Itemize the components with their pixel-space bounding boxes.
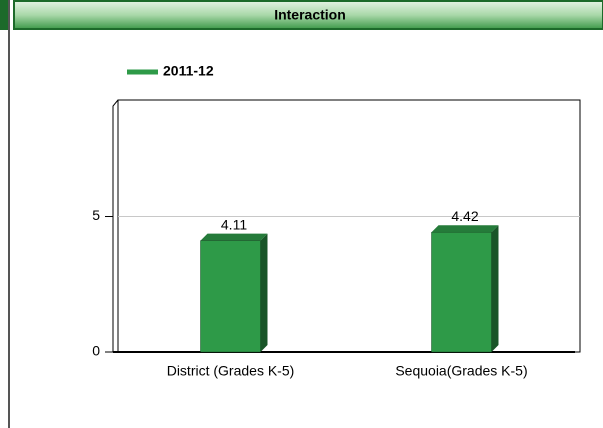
- bar-side: [491, 225, 499, 352]
- left-border: [8, 0, 10, 428]
- data-label: 4.11: [221, 216, 247, 232]
- bar-top: [431, 225, 499, 233]
- header-bar: [13, 0, 603, 30]
- x-tick-label: Sequoia(Grades K-5): [395, 363, 527, 379]
- left-header-edge: [0, 0, 10, 30]
- y-tick-label: 5: [92, 207, 100, 223]
- legend-label: 2011-12: [163, 63, 214, 79]
- plot-depth: [112, 99, 119, 352]
- chart-title: Interaction: [274, 7, 346, 23]
- bar: [200, 240, 261, 353]
- plot-frame: [117, 99, 581, 353]
- data-label: 4.42: [451, 208, 478, 224]
- bar: [431, 231, 492, 353]
- bar-top: [200, 233, 268, 241]
- x-tick-label: District (Grades K-5): [167, 363, 295, 379]
- bar-side: [260, 233, 268, 352]
- y-tick-label: 0: [92, 343, 100, 359]
